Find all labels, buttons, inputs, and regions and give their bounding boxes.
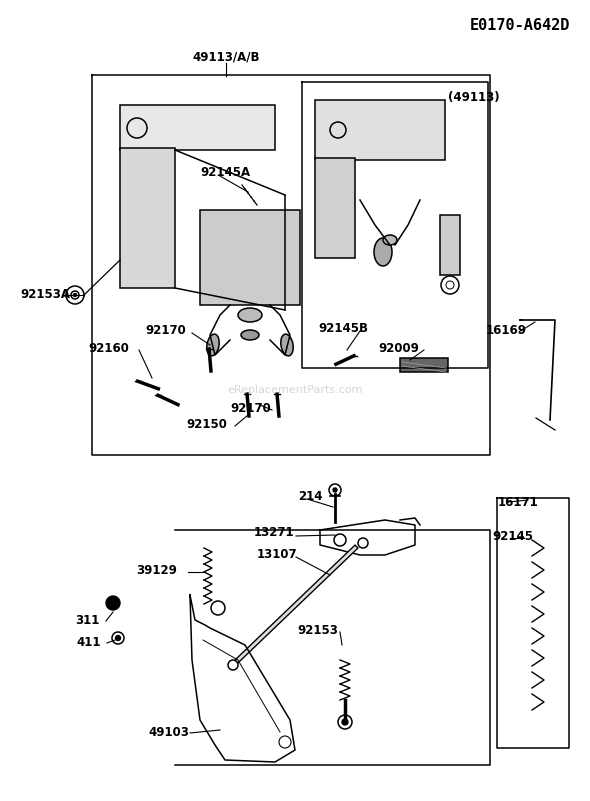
Ellipse shape (281, 334, 293, 356)
Bar (200, 210, 300, 305)
Text: 214: 214 (298, 489, 323, 502)
Text: 92170: 92170 (145, 324, 186, 336)
Text: 92145B: 92145B (318, 323, 368, 336)
Text: 39129: 39129 (136, 565, 177, 578)
Text: 13271: 13271 (254, 526, 294, 540)
Text: 49113/A/B: 49113/A/B (192, 50, 260, 63)
Text: eReplacementParts.com: eReplacementParts.com (227, 385, 363, 395)
Text: 311: 311 (75, 614, 99, 627)
Text: 92145: 92145 (492, 529, 533, 542)
Circle shape (74, 293, 77, 296)
Circle shape (116, 635, 120, 641)
Ellipse shape (383, 235, 397, 245)
Text: 411: 411 (76, 637, 100, 650)
Bar (400, 358, 448, 372)
Text: 49103: 49103 (148, 727, 189, 739)
Text: 92170: 92170 (230, 401, 271, 414)
Ellipse shape (238, 308, 262, 322)
Text: 92009: 92009 (378, 341, 419, 355)
Bar (440, 215, 460, 275)
Text: 16171: 16171 (498, 497, 539, 509)
Text: 16169: 16169 (486, 324, 527, 336)
Text: 92153A: 92153A (20, 288, 70, 301)
Ellipse shape (374, 238, 392, 266)
Text: 13107: 13107 (257, 549, 297, 562)
Text: (49113): (49113) (448, 91, 500, 104)
Text: E0170-A642D: E0170-A642D (470, 18, 570, 33)
Circle shape (333, 488, 337, 492)
Bar (315, 158, 355, 258)
Bar (120, 148, 175, 288)
Circle shape (106, 596, 120, 610)
Text: 92160: 92160 (88, 341, 129, 355)
Ellipse shape (241, 330, 259, 340)
Ellipse shape (206, 334, 219, 356)
Text: 92150: 92150 (186, 417, 227, 430)
Text: 92153: 92153 (297, 623, 338, 637)
Circle shape (342, 719, 348, 725)
Bar (315, 100, 445, 160)
Bar (120, 105, 275, 150)
Text: 92145A: 92145A (200, 166, 250, 179)
